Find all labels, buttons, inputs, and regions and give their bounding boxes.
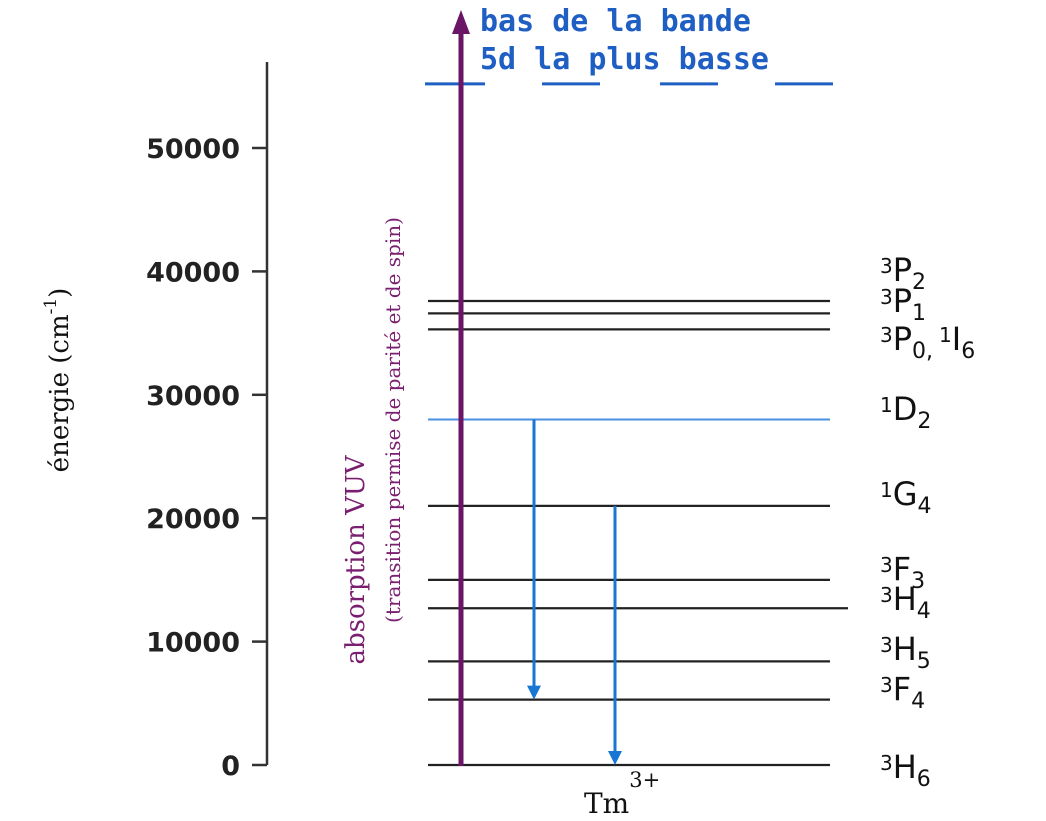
level-term-extra: I xyxy=(952,320,961,358)
level-term: G xyxy=(893,475,918,513)
ion-charge: 3+ xyxy=(629,768,660,792)
level-j: 6 xyxy=(917,767,931,792)
level-term: F xyxy=(893,550,911,588)
emission-arrowhead-1 xyxy=(608,751,622,765)
level-j: 5 xyxy=(917,649,931,674)
axis-title-close: ) xyxy=(45,288,75,298)
axis-title: énergie (cm-1) xyxy=(41,288,75,473)
ion-label: Tm3+ xyxy=(584,768,660,820)
level-j: 3 xyxy=(911,569,925,594)
level-term: H xyxy=(893,580,917,618)
level-term: P xyxy=(893,251,912,289)
absorption-sublabel: (transition permise de parité et de spin… xyxy=(381,217,405,623)
level-label-1D2: 1D2 xyxy=(880,390,931,434)
level-j: 4 xyxy=(911,689,925,714)
level-j-extra: 6 xyxy=(961,339,975,364)
axis-tick-label-10000: 10000 xyxy=(146,628,240,659)
level-multiplicity: 1 xyxy=(880,478,893,502)
level-label-3P0_1I6: 3P0,1I6 xyxy=(880,320,975,364)
level-term: D xyxy=(893,390,918,428)
emission-arrowhead-0 xyxy=(527,685,541,700)
level-multiplicity: 1 xyxy=(880,393,893,417)
level-multiplicity: 3 xyxy=(880,323,893,347)
level-label-3F4: 3F4 xyxy=(880,670,925,714)
axis-tick-label-20000: 20000 xyxy=(146,504,240,535)
level-j: 2 xyxy=(917,409,931,434)
level-label-1G4: 1G4 xyxy=(880,475,932,519)
level-multiplicity: 3 xyxy=(880,285,893,309)
ion-symbol: Tm xyxy=(584,787,629,820)
level-label-3P2: 3P2 xyxy=(880,251,926,295)
level-term: P xyxy=(893,282,912,320)
level-j: 4 xyxy=(918,494,932,519)
axis-tick-label-30000: 30000 xyxy=(146,381,240,412)
axis-ticks: 0 10000 20000 30000 40000 50000 xyxy=(146,134,267,782)
axis-tick-label-0: 0 xyxy=(221,751,240,782)
level-term: H xyxy=(893,630,917,668)
level-multiplicity: 3 xyxy=(880,553,893,577)
level-j: 2 xyxy=(912,270,926,295)
level-multiplicity: 3 xyxy=(880,254,893,278)
level-label-3P1: 3P1 xyxy=(880,282,926,326)
level-j: 0, xyxy=(912,339,933,364)
level-label-3H6: 3H6 xyxy=(880,748,931,792)
level-multiplicity: 3 xyxy=(880,583,893,607)
level-multiplicity-extra: 1 xyxy=(939,323,952,347)
level-term: P xyxy=(893,320,912,358)
level-j: 4 xyxy=(917,599,931,624)
level-label-3H5: 3H5 xyxy=(880,630,931,674)
level-term: F xyxy=(893,670,911,708)
level-multiplicity: 3 xyxy=(880,633,893,657)
band-label-line2: 5d la plus basse xyxy=(480,42,769,77)
level-label-3H4: 3H4 xyxy=(880,580,931,624)
level-label-3F3: 3F3 xyxy=(880,550,925,594)
emission-transitions xyxy=(527,419,622,765)
axis-title-text: énergie (cm xyxy=(45,314,75,472)
axis-tick-label-50000: 50000 xyxy=(146,134,240,165)
absorption-label: absorption VUV xyxy=(341,454,371,664)
level-multiplicity: 3 xyxy=(880,673,893,697)
vuv-absorption-arrow-head xyxy=(452,10,470,34)
band-label-line1: bas de la bande xyxy=(480,4,751,39)
axis-tick-label-40000: 40000 xyxy=(146,257,240,288)
level-term: H xyxy=(893,748,917,786)
axis-title-exponent: -1 xyxy=(41,298,61,315)
level-multiplicity: 3 xyxy=(880,751,893,775)
level-j: 1 xyxy=(912,301,926,326)
